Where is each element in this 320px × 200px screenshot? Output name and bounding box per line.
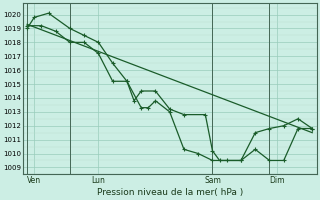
X-axis label: Pression niveau de la mer( hPa ): Pression niveau de la mer( hPa ) [97, 188, 243, 197]
